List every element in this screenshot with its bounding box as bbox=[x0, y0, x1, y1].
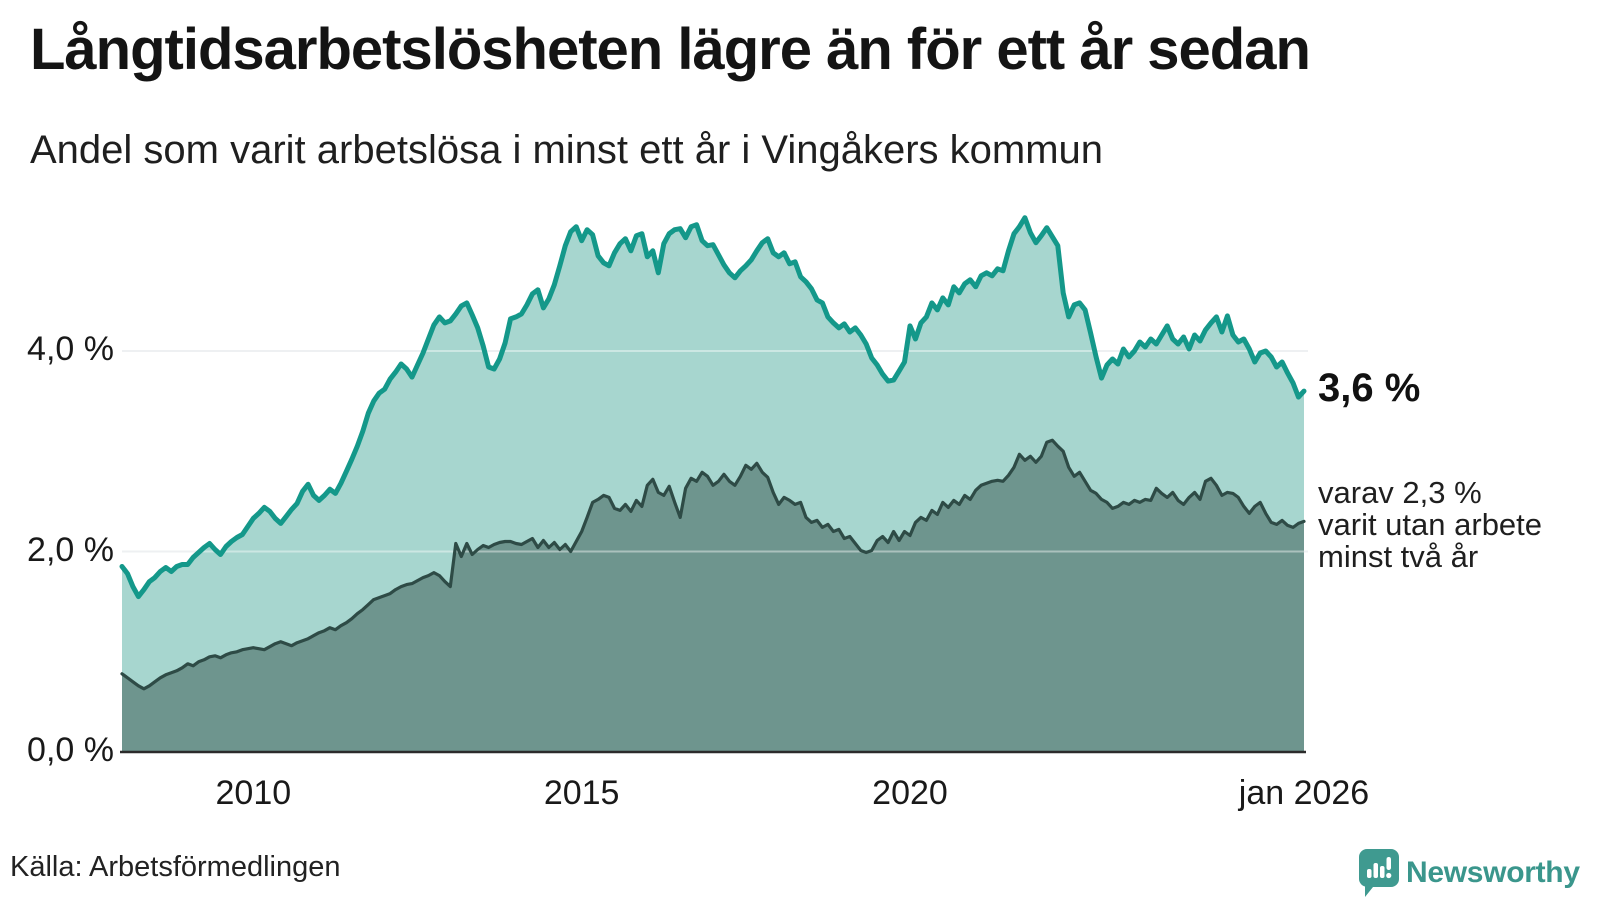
source-caption: Källa: Arbetsförmedlingen bbox=[10, 851, 341, 883]
end-value-label-two-years-line2: varit utan arbete bbox=[1318, 507, 1543, 542]
x-tick-label: 2020 bbox=[872, 774, 948, 812]
brand-logo: Newsworthy bbox=[1359, 847, 1594, 897]
page-subtitle: Andel som varit arbetslösa i minst ett å… bbox=[30, 128, 1104, 172]
y-tick-label: 2,0 % bbox=[27, 530, 114, 569]
end-value-label-total: 3,6 % bbox=[1318, 366, 1421, 410]
x-tick-label: 2015 bbox=[543, 774, 620, 812]
x-tick-label: jan 2026 bbox=[1238, 774, 1370, 812]
y-tick-label: 4,0 % bbox=[27, 330, 114, 368]
y-tick-label: 0,0 % bbox=[27, 731, 114, 769]
newsworthy-speech-bubble-bar-chart-icon bbox=[1359, 849, 1399, 897]
end-value-label-two-years-line1: varav 2,3 % bbox=[1318, 475, 1482, 510]
end-value-label-two-years-line3: minst två år bbox=[1318, 539, 1479, 574]
end-value-label-two-years: varav 2,3 % varit utan arbete minst två … bbox=[1318, 477, 1542, 573]
page-title: Långtidsarbetslösheten lägre än för ett … bbox=[30, 17, 1311, 82]
x-tick-label: 2010 bbox=[215, 774, 292, 812]
brand-wordmark: Newsworthy bbox=[1406, 856, 1580, 889]
